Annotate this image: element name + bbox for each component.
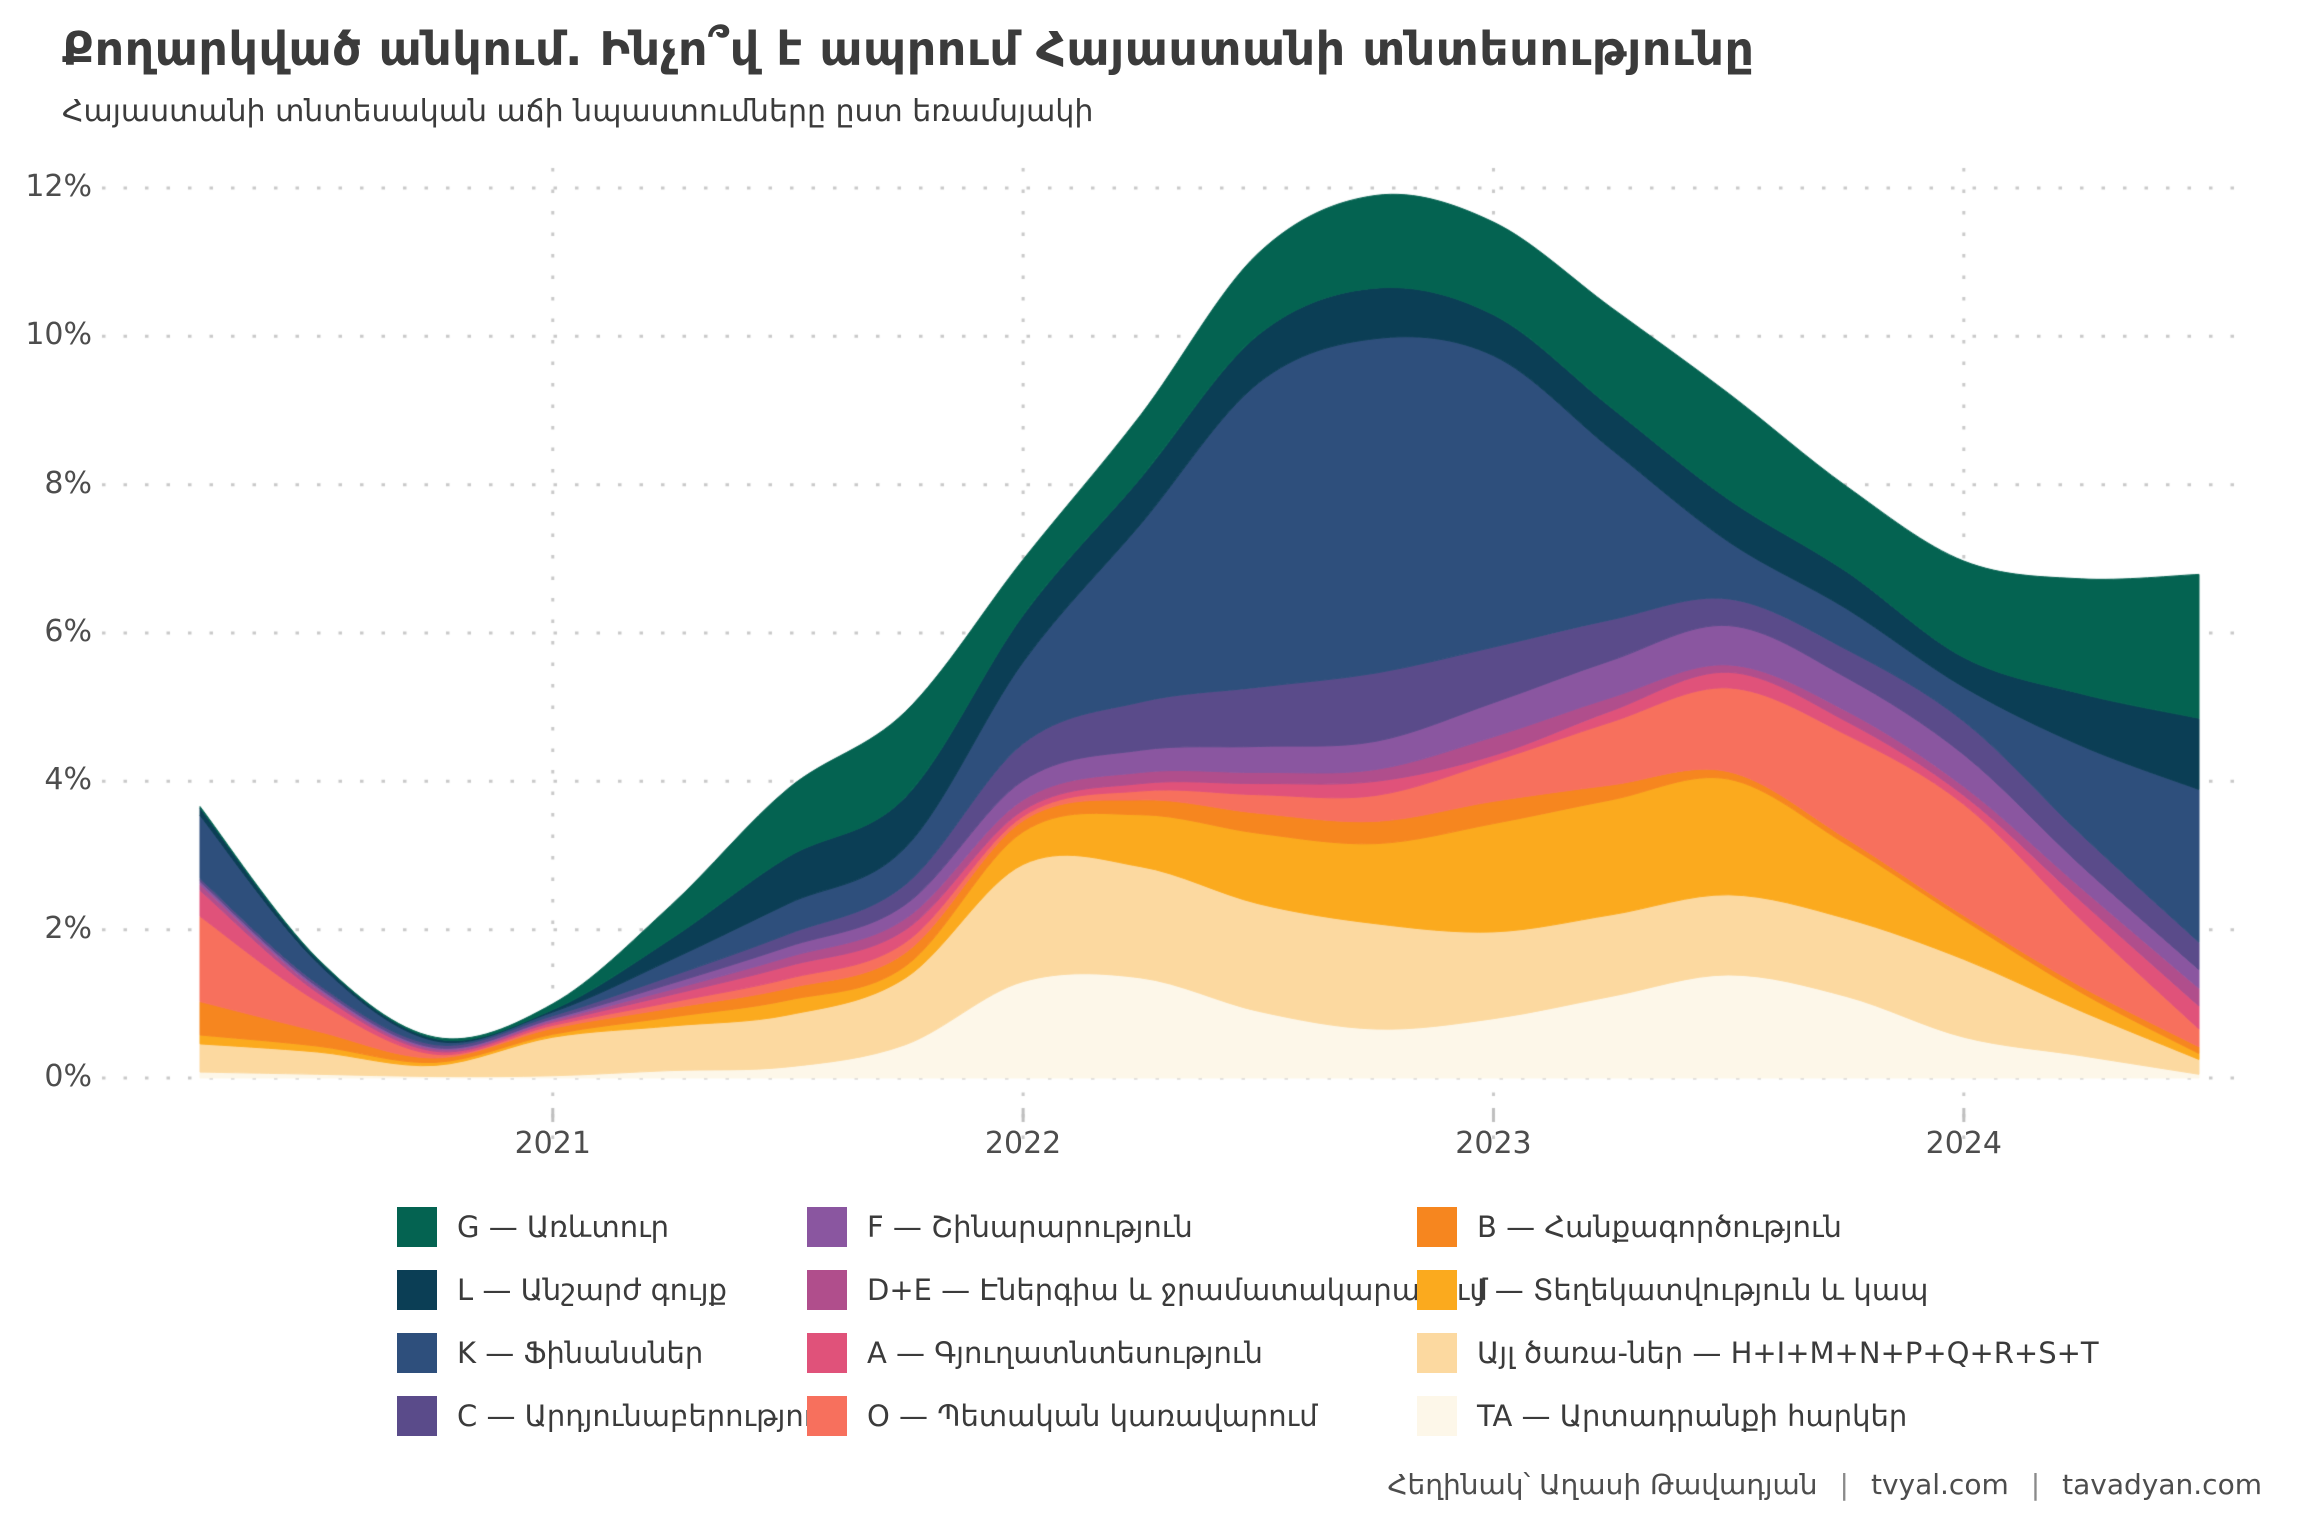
legend-item-other-services: Այլ ծառա-ներ — H+I+M+N+P+Q+R+S+T bbox=[1417, 1332, 2099, 1374]
legend-swatch bbox=[1417, 1270, 1457, 1310]
legend-swatch bbox=[1417, 1333, 1457, 1373]
legend-swatch bbox=[807, 1270, 847, 1310]
legend-label: Այլ ծառա-ներ — H+I+M+N+P+Q+R+S+T bbox=[1477, 1336, 2099, 1370]
legend-label: F — Շինարարություն bbox=[867, 1210, 1193, 1244]
legend-swatch bbox=[397, 1333, 437, 1373]
legend-label: A — Գյուղատնտեսություն bbox=[867, 1336, 1263, 1370]
x-axis-tick-2023: 2023 bbox=[1455, 1126, 1532, 1161]
author-credit: Հեղինակ՝ Աղասի Թավադյան bbox=[1387, 1468, 1818, 1501]
x-axis-tick-2022: 2022 bbox=[984, 1126, 1062, 1161]
legend-swatch bbox=[397, 1396, 437, 1436]
footer-link-tvyal[interactable]: tvyal.com bbox=[1870, 1468, 2009, 1501]
page-title: Քողարկված անկում. Ինչո՞վ է ապրում Հայաստ… bbox=[62, 22, 1755, 76]
footer-link-tavadyan[interactable]: tavadyan.com bbox=[2062, 1468, 2262, 1501]
legend-item-K: K — Ֆինանսներ bbox=[397, 1332, 703, 1374]
footer-separator: | bbox=[1839, 1468, 1849, 1501]
x-axis-tick-2021: 2021 bbox=[514, 1126, 591, 1161]
y-axis-tick-8: 8% bbox=[44, 465, 92, 501]
legend-label: G — Առևտուր bbox=[457, 1210, 670, 1244]
legend-item-F: F — Շինարարություն bbox=[807, 1206, 1193, 1248]
legend-item-B: B — Հանքագործություն bbox=[1417, 1206, 1842, 1248]
legend-swatch bbox=[1417, 1207, 1457, 1247]
y-axis-tick-12: 12% bbox=[25, 169, 92, 204]
legend-swatch bbox=[397, 1270, 437, 1310]
legend-item-G: G — Առևտուր bbox=[397, 1206, 669, 1248]
legend-label: C — Արդյունաբերություն bbox=[457, 1399, 835, 1433]
legend-swatch bbox=[807, 1396, 847, 1436]
legend-label: O — Պետական կառավարում bbox=[867, 1399, 1318, 1433]
page-subtitle: Հայաստանի տնտեսական աճի նպաստումները ըստ… bbox=[62, 94, 1094, 129]
legend-label: K — Ֆինանսներ bbox=[457, 1336, 704, 1370]
legend-item-C: C — Արդյունաբերություն bbox=[397, 1395, 835, 1437]
legend-swatch bbox=[807, 1207, 847, 1247]
y-axis-tick-10: 10% bbox=[25, 317, 92, 353]
legend-item-TA: TA — Արտադրանքի հարկեր bbox=[1417, 1395, 1907, 1437]
legend-label: B — Հանքագործություն bbox=[1477, 1210, 1842, 1244]
legend-item-O: O — Պետական կառավարում bbox=[807, 1395, 1318, 1437]
legend-label: L — Անշարժ գույք bbox=[457, 1273, 727, 1307]
y-axis-tick-4: 4% bbox=[44, 762, 92, 798]
legend-item-A: A — Գյուղատնտեսություն bbox=[807, 1332, 1263, 1374]
footer-credits: Հեղինակ՝ Աղասի Թավադյան | tvyal.com | tavady… bbox=[1387, 1468, 2262, 1501]
legend-item-DE: D+E — Էներգիա և ջրամատակարարում bbox=[807, 1269, 1488, 1311]
y-axis-tick-0: 0% bbox=[44, 1059, 92, 1094]
footer-separator: | bbox=[2030, 1468, 2041, 1501]
legend-swatch bbox=[807, 1333, 847, 1373]
y-axis-tick-6: 6% bbox=[44, 614, 92, 649]
legend-swatch bbox=[1417, 1396, 1457, 1436]
legend-label: TA — Արտադրանքի հարկեր bbox=[1477, 1399, 1908, 1433]
x-axis-tick-2024: 2024 bbox=[1925, 1126, 2002, 1161]
legend-label: J — Տեղեկատվություն և կապ bbox=[1477, 1273, 1929, 1307]
y-axis-tick-2: 2% bbox=[44, 910, 92, 946]
legend-item-L: L — Անշարժ գույք bbox=[397, 1269, 727, 1311]
legend-item-J: J — Տեղեկատվություն և կապ bbox=[1417, 1269, 1928, 1311]
legend-label: D+E — Էներգիա և ջրամատակարարում bbox=[867, 1273, 1488, 1307]
legend-swatch bbox=[397, 1207, 437, 1247]
